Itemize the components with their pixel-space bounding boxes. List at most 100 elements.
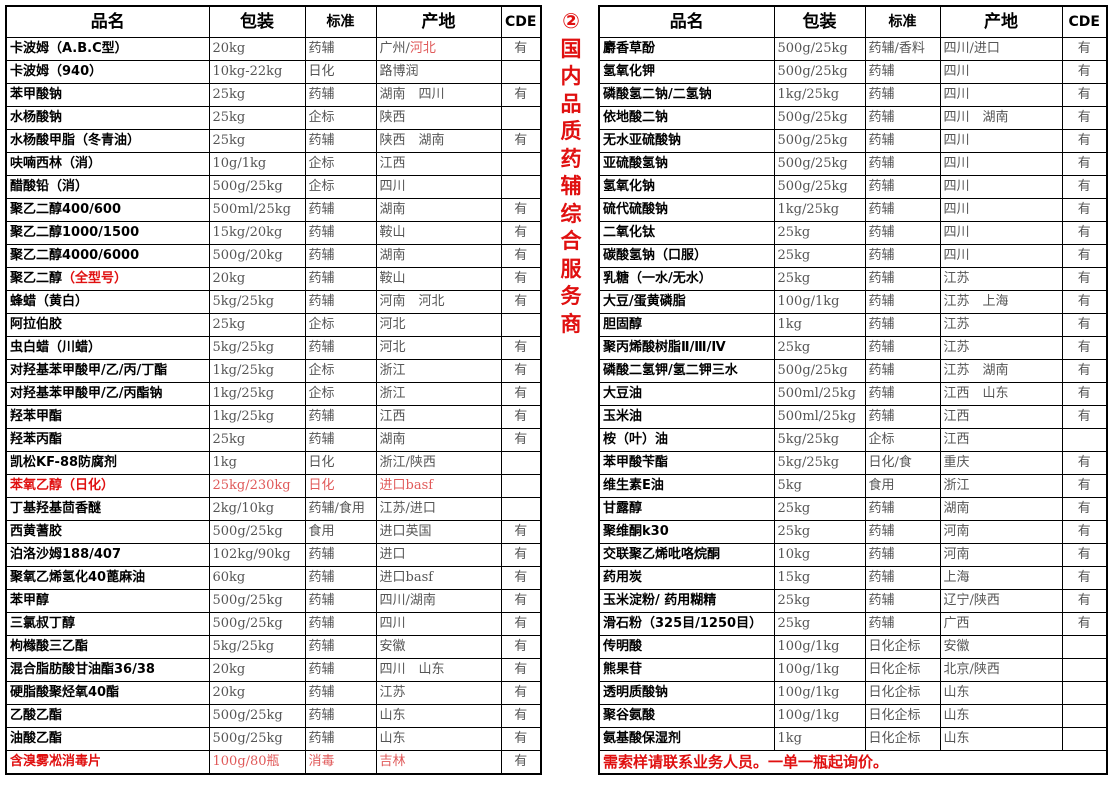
origin-cell: 路博润 (375, 60, 502, 84)
cde-cell (500, 474, 542, 498)
cde-cell: 有 (500, 336, 542, 360)
origin-cell: 山东 (939, 727, 1063, 751)
table-row: 桉（叶）油 5kg/25kg 企标 江西 (598, 428, 1108, 452)
package-cell: 1kg/25kg (773, 198, 866, 222)
standard-cell: 药辅 (304, 405, 377, 429)
standard-cell: 药辅 (304, 704, 377, 728)
standard-cell: 药辅/香料 (864, 37, 941, 61)
product-name-text: 透明质酸钠 (603, 685, 669, 700)
origin-cell: 浙江/陕西 (375, 451, 502, 475)
package-cell: 20kg (208, 267, 306, 291)
package-cell: 500ml/25kg (773, 382, 866, 406)
origin-text: 河南 河北 (379, 294, 445, 309)
cde-cell (500, 175, 542, 199)
origin-cell: 河南 河北 (375, 290, 502, 314)
package-cell: 500g/25kg (208, 589, 306, 613)
table-row: 混合脂肪酸甘油酯36/38 20kg 药辅 四川 山东 有 (5, 658, 542, 682)
package-cell: 5kg/25kg (208, 635, 306, 659)
origin-text: 河北 (379, 340, 406, 355)
cde-cell: 有 (1061, 60, 1108, 84)
cde-cell: 有 (1061, 359, 1108, 383)
origin-text: 四川 (943, 179, 970, 194)
product-name-text: 聚维酮k30 (603, 524, 669, 539)
origin-cell: 湖南 (375, 198, 502, 222)
origin-text: 江苏 (943, 271, 970, 286)
origin-text: 湖南 四川 (379, 87, 445, 102)
product-name-text: 乙酸乙酯 (10, 708, 63, 723)
product-name-text: 泊洛沙姆188/407 (10, 547, 122, 562)
origin-text: 四川/进口 (943, 41, 1000, 56)
cde-cell: 有 (1061, 382, 1108, 406)
product-name: 水杨酸甲脂（冬青油） (5, 129, 210, 153)
standard-cell: 药辅 (864, 106, 941, 130)
table-row: 胆固醇 1kg 药辅 江苏 有 (598, 313, 1108, 337)
product-name: 含溴雾凇消毒片 (5, 750, 210, 775)
banner-text: 国内品质药辅综合服务商 (558, 36, 584, 339)
product-name: 油酸乙酯 (5, 727, 210, 751)
package-cell: 1kg/25kg (773, 83, 866, 107)
table-row: 药用炭 15kg 药辅 上海 有 (598, 566, 1108, 590)
product-name-text: 硬脂酸聚烃氧40酯 (10, 685, 120, 700)
product-name: 泊洛沙姆188/407 (5, 543, 210, 567)
standard-cell: 消毒 (304, 750, 377, 775)
product-name-text: 氢氧化钠 (603, 179, 656, 194)
product-name-text: 聚乙二醇1000/1500 (10, 225, 140, 240)
product-name-text: 磷酸氢二钠/二氢钠 (603, 87, 712, 102)
standard-cell: 食用 (864, 474, 941, 498)
standard-cell: 药辅 (864, 382, 941, 406)
product-name-text: 滑石粉（325目/1250目） (603, 616, 763, 631)
package-cell: 100g/1kg (773, 290, 866, 314)
table-row: 丁基羟基茴香醚 2kg/10kg 药辅/食用 江苏/进口 (5, 497, 542, 521)
origin-text: 四川 (943, 64, 970, 79)
standard-cell: 日化企标 (864, 727, 941, 751)
product-name-text: 含溴雾凇消毒片 (10, 754, 102, 769)
product-name-text: 西黄蓍胶 (10, 524, 63, 539)
origin-cell: 辽宁/陕西 (939, 589, 1063, 613)
footer-note: 需索样请联系业务人员。一单一瓶起询价。 (598, 750, 1108, 775)
cde-cell (500, 152, 542, 176)
cde-cell: 有 (1061, 451, 1108, 475)
product-name: 水杨酸钠 (5, 106, 210, 130)
product-name: 聚乙二醇（全型号） (5, 267, 210, 291)
table-row: 苯甲酸钠 25kg 药辅 湖南 四川 有 (5, 83, 542, 107)
standard-cell: 药辅 (864, 129, 941, 153)
product-name-text: 醋酸铅（消） (10, 179, 89, 194)
table-row: 苯甲酸苄酯 5kg/25kg 日化/食 重庆 有 (598, 451, 1108, 475)
cde-cell: 有 (500, 83, 542, 107)
origin-text: 湖南 (379, 202, 406, 217)
origin-cell: 河北 (375, 313, 502, 337)
package-cell: 25kg/230kg (208, 474, 306, 498)
product-name: 透明质酸钠 (598, 681, 775, 705)
product-name: 丁基羟基茴香醚 (5, 497, 210, 521)
origin-cell: 四川 山东 (375, 658, 502, 682)
origin-cell: 湖南 (375, 244, 502, 268)
table-row: 枸橼酸三乙酯 5kg/25kg 药辅 安徽 有 (5, 635, 542, 659)
origin-text: 陕西 湖南 (379, 133, 445, 148)
origin-cell: 江西 (939, 428, 1063, 452)
table-row: 碳酸氢钠（口服） 25kg 药辅 四川 有 (598, 244, 1108, 268)
product-name-text: 玉米淀粉/ 药用糊精 (603, 593, 717, 608)
product-name-text: 玉米油 (603, 409, 643, 424)
package-cell: 100g/80瓶 (208, 750, 306, 775)
product-name: 玉米油 (598, 405, 775, 429)
origin-text: 山东 (943, 708, 970, 723)
product-name: 甘露醇 (598, 497, 775, 521)
standard-cell: 药辅 (864, 543, 941, 567)
origin-cell: 浙江 (375, 359, 502, 383)
product-name: 传明酸 (598, 635, 775, 659)
product-name: 玉米淀粉/ 药用糊精 (598, 589, 775, 613)
product-name: 苯甲醇 (5, 589, 210, 613)
origin-cell: 四川 (939, 175, 1063, 199)
standard-cell: 药辅 (304, 221, 377, 245)
table-row: 聚谷氨酸 100g/1kg 日化企标 山东 (598, 704, 1108, 728)
package-cell: 1kg/25kg (208, 359, 306, 383)
origin-cell: 进口basf (375, 566, 502, 590)
cde-cell: 有 (1061, 543, 1108, 567)
product-name: 聚乙二醇4000/6000 (5, 244, 210, 268)
origin-cell: 四川 (939, 129, 1063, 153)
origin-text: 江西 (379, 156, 406, 171)
standard-cell: 企标 (304, 106, 377, 130)
product-name: 熊果苷 (598, 658, 775, 682)
product-name-text: 氢氧化钾 (603, 64, 656, 79)
product-name-text: 阿拉伯胶 (10, 317, 63, 332)
